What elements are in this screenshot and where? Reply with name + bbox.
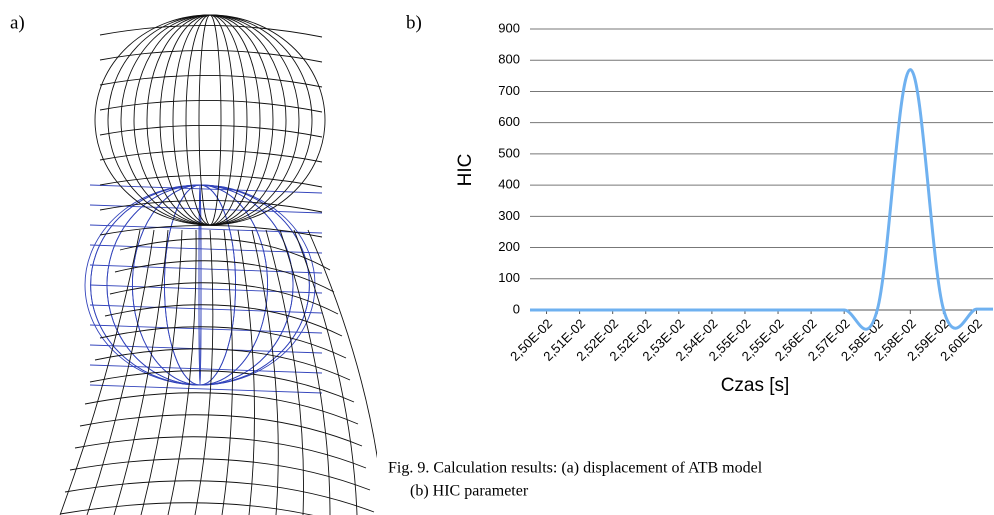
y-tick-label: 0 xyxy=(513,301,520,316)
y-tick-label: 100 xyxy=(498,270,520,285)
page: a) b) HIC Czas [s] Fig. 9. Calculation r… xyxy=(0,0,994,515)
wireframe-model xyxy=(60,15,384,515)
y-tick-label: 800 xyxy=(498,52,520,67)
data-line xyxy=(530,70,993,330)
wire-line xyxy=(121,15,299,225)
wire-line xyxy=(173,15,247,225)
wire-line xyxy=(100,225,322,237)
wire-line xyxy=(108,15,312,225)
wire-line xyxy=(95,15,325,225)
wire-line xyxy=(100,150,322,162)
wire-line xyxy=(168,230,196,515)
wire-line xyxy=(186,15,234,225)
y-tick-label: 600 xyxy=(498,114,520,129)
y-tick-label: 700 xyxy=(498,83,520,98)
y-tick-label: 400 xyxy=(498,177,520,192)
y-tick-label: 200 xyxy=(498,239,520,254)
caption: (b) HIC parameter xyxy=(410,483,529,500)
wire-line xyxy=(199,15,221,225)
y-tick-label: 500 xyxy=(498,145,520,160)
caption: Fig. 9. Calculation results: (a) displac… xyxy=(388,460,763,477)
panel-label: a) xyxy=(10,12,25,33)
x-axis-label: Czas [s] xyxy=(721,375,790,396)
wire-line xyxy=(100,75,322,87)
wire-line xyxy=(100,125,322,137)
wire-line xyxy=(100,100,322,112)
y-tick-label: 300 xyxy=(498,208,520,223)
wire-line xyxy=(195,230,213,515)
y-tick-label: 900 xyxy=(498,20,520,35)
wire-line xyxy=(147,15,273,225)
wire-line xyxy=(90,365,322,373)
wire-line xyxy=(120,239,330,270)
figure: a) b) HIC Czas [s] Fig. 9. Calculation r… xyxy=(0,0,994,515)
wire-line xyxy=(90,325,322,333)
y-axis-label: HIC xyxy=(455,154,476,187)
wire-line xyxy=(100,50,322,62)
wire-line xyxy=(222,230,233,515)
wire-line xyxy=(90,285,322,293)
wire-line xyxy=(90,385,322,393)
wire-line xyxy=(90,265,322,273)
panel-label: b) xyxy=(406,12,422,33)
wire-line xyxy=(60,230,140,515)
wire-line xyxy=(100,25,322,37)
